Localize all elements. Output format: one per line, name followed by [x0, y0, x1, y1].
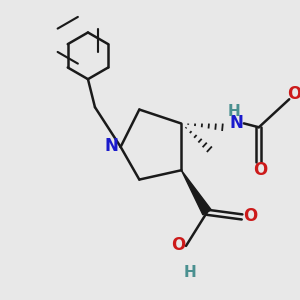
Text: H: H	[228, 104, 241, 119]
Text: O: O	[171, 236, 185, 254]
Polygon shape	[181, 170, 211, 215]
Text: N: N	[105, 137, 119, 155]
Text: O: O	[253, 161, 267, 179]
Text: H: H	[184, 265, 197, 280]
Text: O: O	[287, 85, 300, 103]
Text: O: O	[243, 207, 257, 225]
Text: N: N	[229, 114, 243, 132]
